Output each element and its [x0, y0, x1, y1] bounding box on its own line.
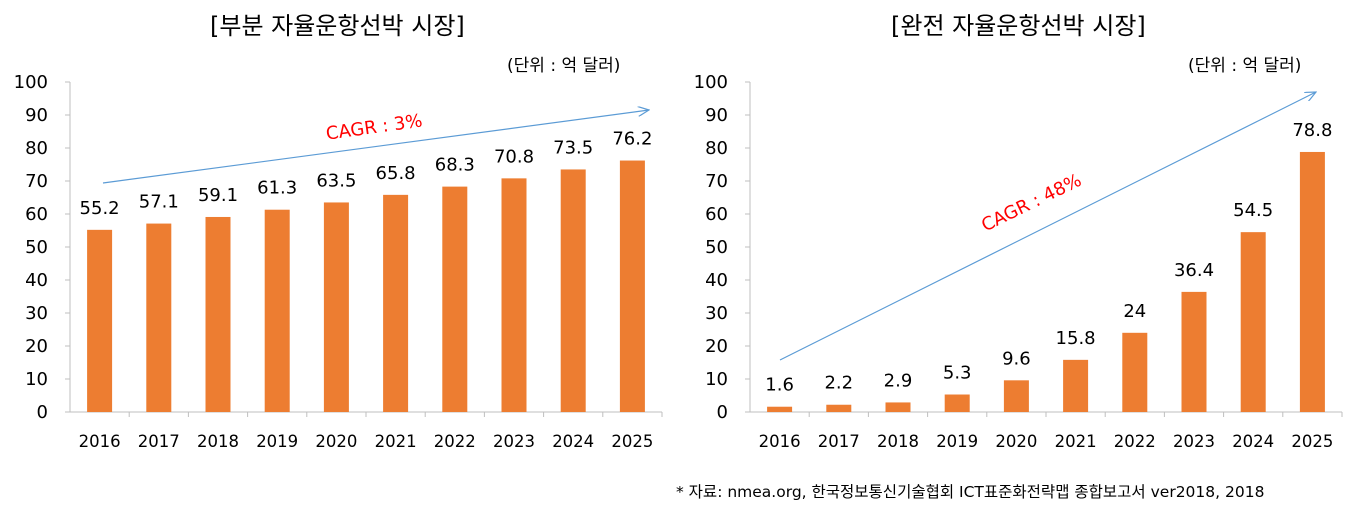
- x-tick-label: 2023: [493, 432, 535, 451]
- data-label: 9.6: [1002, 348, 1031, 369]
- data-label: 61.3: [257, 178, 297, 199]
- bar-chart-full: 0 10 20 30 40 50 60 70 80 90 100 2016 1.6 2017 2.2 2018…: [694, 72, 1343, 451]
- x-tick-label: 2016: [79, 432, 121, 451]
- bar: [1122, 332, 1148, 412]
- cagr-annotation: CAGR : 3%: [325, 110, 424, 144]
- data-label: 24: [1123, 301, 1146, 322]
- y-tick-label: 50: [25, 237, 48, 258]
- x-tick-label: 2018: [197, 432, 239, 451]
- y-tick-label: 70: [705, 171, 728, 192]
- x-tick-label: 2017: [138, 432, 180, 451]
- x-tick-label: 2022: [434, 432, 476, 451]
- data-label: 70.8: [494, 146, 534, 167]
- bar: [767, 406, 793, 412]
- data-label: 2.2: [824, 373, 853, 394]
- x-tick-label: 2021: [1055, 432, 1097, 451]
- source-note: * 자료: nmea.org, 한국정보통신기술협회 ICT표준화전략맵 종합보…: [676, 483, 1265, 501]
- y-tick-label: 30: [705, 303, 728, 324]
- y-tick-label: 100: [14, 72, 48, 93]
- chart-title-partial: [부분 자율운항선박 시장]: [210, 12, 465, 40]
- x-tick-label: 2018: [877, 432, 919, 451]
- bar: [1181, 291, 1207, 412]
- x-tick-label: 2020: [315, 432, 357, 451]
- bar: [87, 229, 113, 412]
- bar: [323, 202, 349, 412]
- y-tick-label: 80: [25, 138, 48, 159]
- y-tick-label: 10: [705, 369, 728, 390]
- y-tick-label: 100: [694, 72, 728, 93]
- data-label: 57.1: [139, 192, 179, 213]
- bar: [1240, 232, 1266, 412]
- y-tick-label: 10: [25, 369, 48, 390]
- trend-arrow: [779, 92, 1316, 361]
- x-tick-label: 2025: [1291, 432, 1333, 451]
- y-tick-label: 50: [705, 237, 728, 258]
- trend-arrow: [102, 110, 649, 184]
- x-tick-label: 2019: [256, 432, 298, 451]
- bar: [383, 194, 409, 412]
- x-tick-label: 2024: [1232, 432, 1274, 451]
- data-label: 55.2: [80, 198, 120, 219]
- data-label: 78.8: [1292, 120, 1332, 141]
- x-tick-label: 2020: [995, 432, 1037, 451]
- x-tick-label: 2022: [1114, 432, 1156, 451]
- y-tick-label: 0: [717, 402, 728, 423]
- bar: [146, 223, 172, 412]
- bar: [826, 404, 852, 412]
- x-tick-label: 2016: [759, 432, 801, 451]
- y-tick-label: 80: [705, 138, 728, 159]
- y-tick-label: 90: [25, 105, 48, 126]
- y-tick-label: 40: [25, 270, 48, 291]
- data-label: 68.3: [435, 155, 475, 176]
- cagr-annotation: CAGR : 48%: [978, 170, 1085, 236]
- bar: [1299, 151, 1325, 412]
- data-label: 1.6: [765, 375, 794, 396]
- data-label: 54.5: [1233, 200, 1273, 221]
- bar-chart-partial: 0 10 20 30 40 50 60 70 80 90 100 2016 55.2 2017 57.1 20…: [14, 72, 663, 451]
- data-label: 2.9: [884, 370, 913, 391]
- bar: [264, 209, 290, 412]
- x-tick-label: 2017: [818, 432, 860, 451]
- chart-title-full: [완전 자율운항선박 시장]: [891, 12, 1146, 40]
- x-tick-label: 2023: [1173, 432, 1215, 451]
- y-tick-label: 60: [705, 204, 728, 225]
- data-label: 36.4: [1174, 260, 1214, 281]
- data-label: 73.5: [553, 137, 593, 158]
- data-label: 5.3: [943, 363, 972, 384]
- x-tick-label: 2021: [375, 432, 417, 451]
- x-tick-label: 2024: [552, 432, 594, 451]
- data-label: 76.2: [612, 129, 652, 150]
- bar: [501, 178, 527, 412]
- bar: [205, 216, 231, 412]
- bar: [442, 186, 468, 412]
- y-tick-label: 60: [25, 204, 48, 225]
- bar: [560, 169, 586, 412]
- y-tick-label: 20: [705, 336, 728, 357]
- x-tick-label: 2019: [936, 432, 978, 451]
- bar: [885, 402, 911, 412]
- data-label: 15.8: [1056, 328, 1096, 349]
- data-label: 63.5: [316, 170, 356, 191]
- y-tick-label: 20: [25, 336, 48, 357]
- data-label: 59.1: [198, 185, 238, 206]
- bar: [944, 394, 970, 412]
- y-tick-label: 0: [37, 402, 48, 423]
- bar: [1063, 359, 1089, 412]
- x-tick-label: 2025: [611, 432, 653, 451]
- y-tick-label: 30: [25, 303, 48, 324]
- data-label: 65.8: [376, 163, 416, 184]
- bar: [1003, 380, 1029, 412]
- unit-label-full: (단위 : 억 달러): [1188, 56, 1302, 76]
- y-tick-label: 90: [705, 105, 728, 126]
- unit-label-partial: (단위 : 억 달러): [507, 56, 621, 76]
- y-tick-label: 40: [705, 270, 728, 291]
- y-tick-label: 70: [25, 171, 48, 192]
- bar: [619, 160, 645, 412]
